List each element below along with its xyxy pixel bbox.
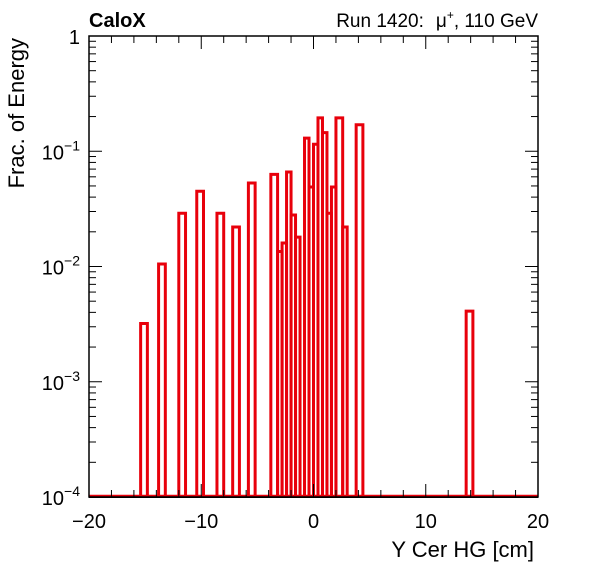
y-tick-exponent: −3	[64, 368, 80, 384]
beam-particle: μ	[436, 11, 447, 32]
y-tick-label: 1	[69, 27, 80, 49]
x-axis-title: Y Cer HG [cm]	[391, 537, 534, 562]
y-tick-base: 10	[42, 373, 64, 395]
run-number: Run 1420:	[336, 11, 424, 32]
y-tick-base: 1	[69, 27, 80, 49]
y-axis-title: Frac. of Energy	[4, 38, 29, 188]
hist-bin	[354, 123, 365, 497]
x-tick-label: 10	[415, 511, 437, 533]
x-tick-label: 0	[308, 511, 319, 533]
hist-bin	[464, 309, 475, 497]
y-tick-base: 10	[42, 142, 64, 164]
y-tick-label: 10−1	[42, 137, 80, 164]
y-tick-label: 10−3	[42, 368, 80, 395]
y-tick-base: 10	[42, 258, 64, 280]
hist-bin	[341, 225, 349, 497]
x-tick-label: −10	[184, 511, 218, 533]
y-tick-exponent: −2	[64, 253, 80, 269]
experiment-label: CaloX	[89, 10, 146, 32]
beam-energy: , 110 GeV	[454, 11, 538, 32]
hist-bin	[246, 181, 257, 497]
y-tick-exponent: −1	[64, 137, 80, 153]
x-tick-label: −20	[72, 511, 106, 533]
y-tick-exponent: −4	[64, 483, 80, 499]
hist-bin	[231, 225, 241, 497]
histogram	[89, 116, 538, 498]
hist-bin	[157, 262, 167, 497]
hist-bin	[139, 322, 149, 497]
beam-charge: +	[447, 8, 454, 22]
run-info-label: Run 1420: μ+, 110 GeV	[336, 8, 538, 32]
hist-bin	[177, 211, 188, 497]
y-tick-label: 10−4	[42, 483, 80, 510]
hist-bin	[195, 189, 205, 497]
x-tick-label: 20	[527, 511, 549, 533]
y-tick-label: 10−2	[42, 253, 80, 280]
hist-bin	[215, 211, 226, 497]
y-tick-base: 10	[42, 488, 64, 510]
hist-bin	[294, 235, 302, 497]
